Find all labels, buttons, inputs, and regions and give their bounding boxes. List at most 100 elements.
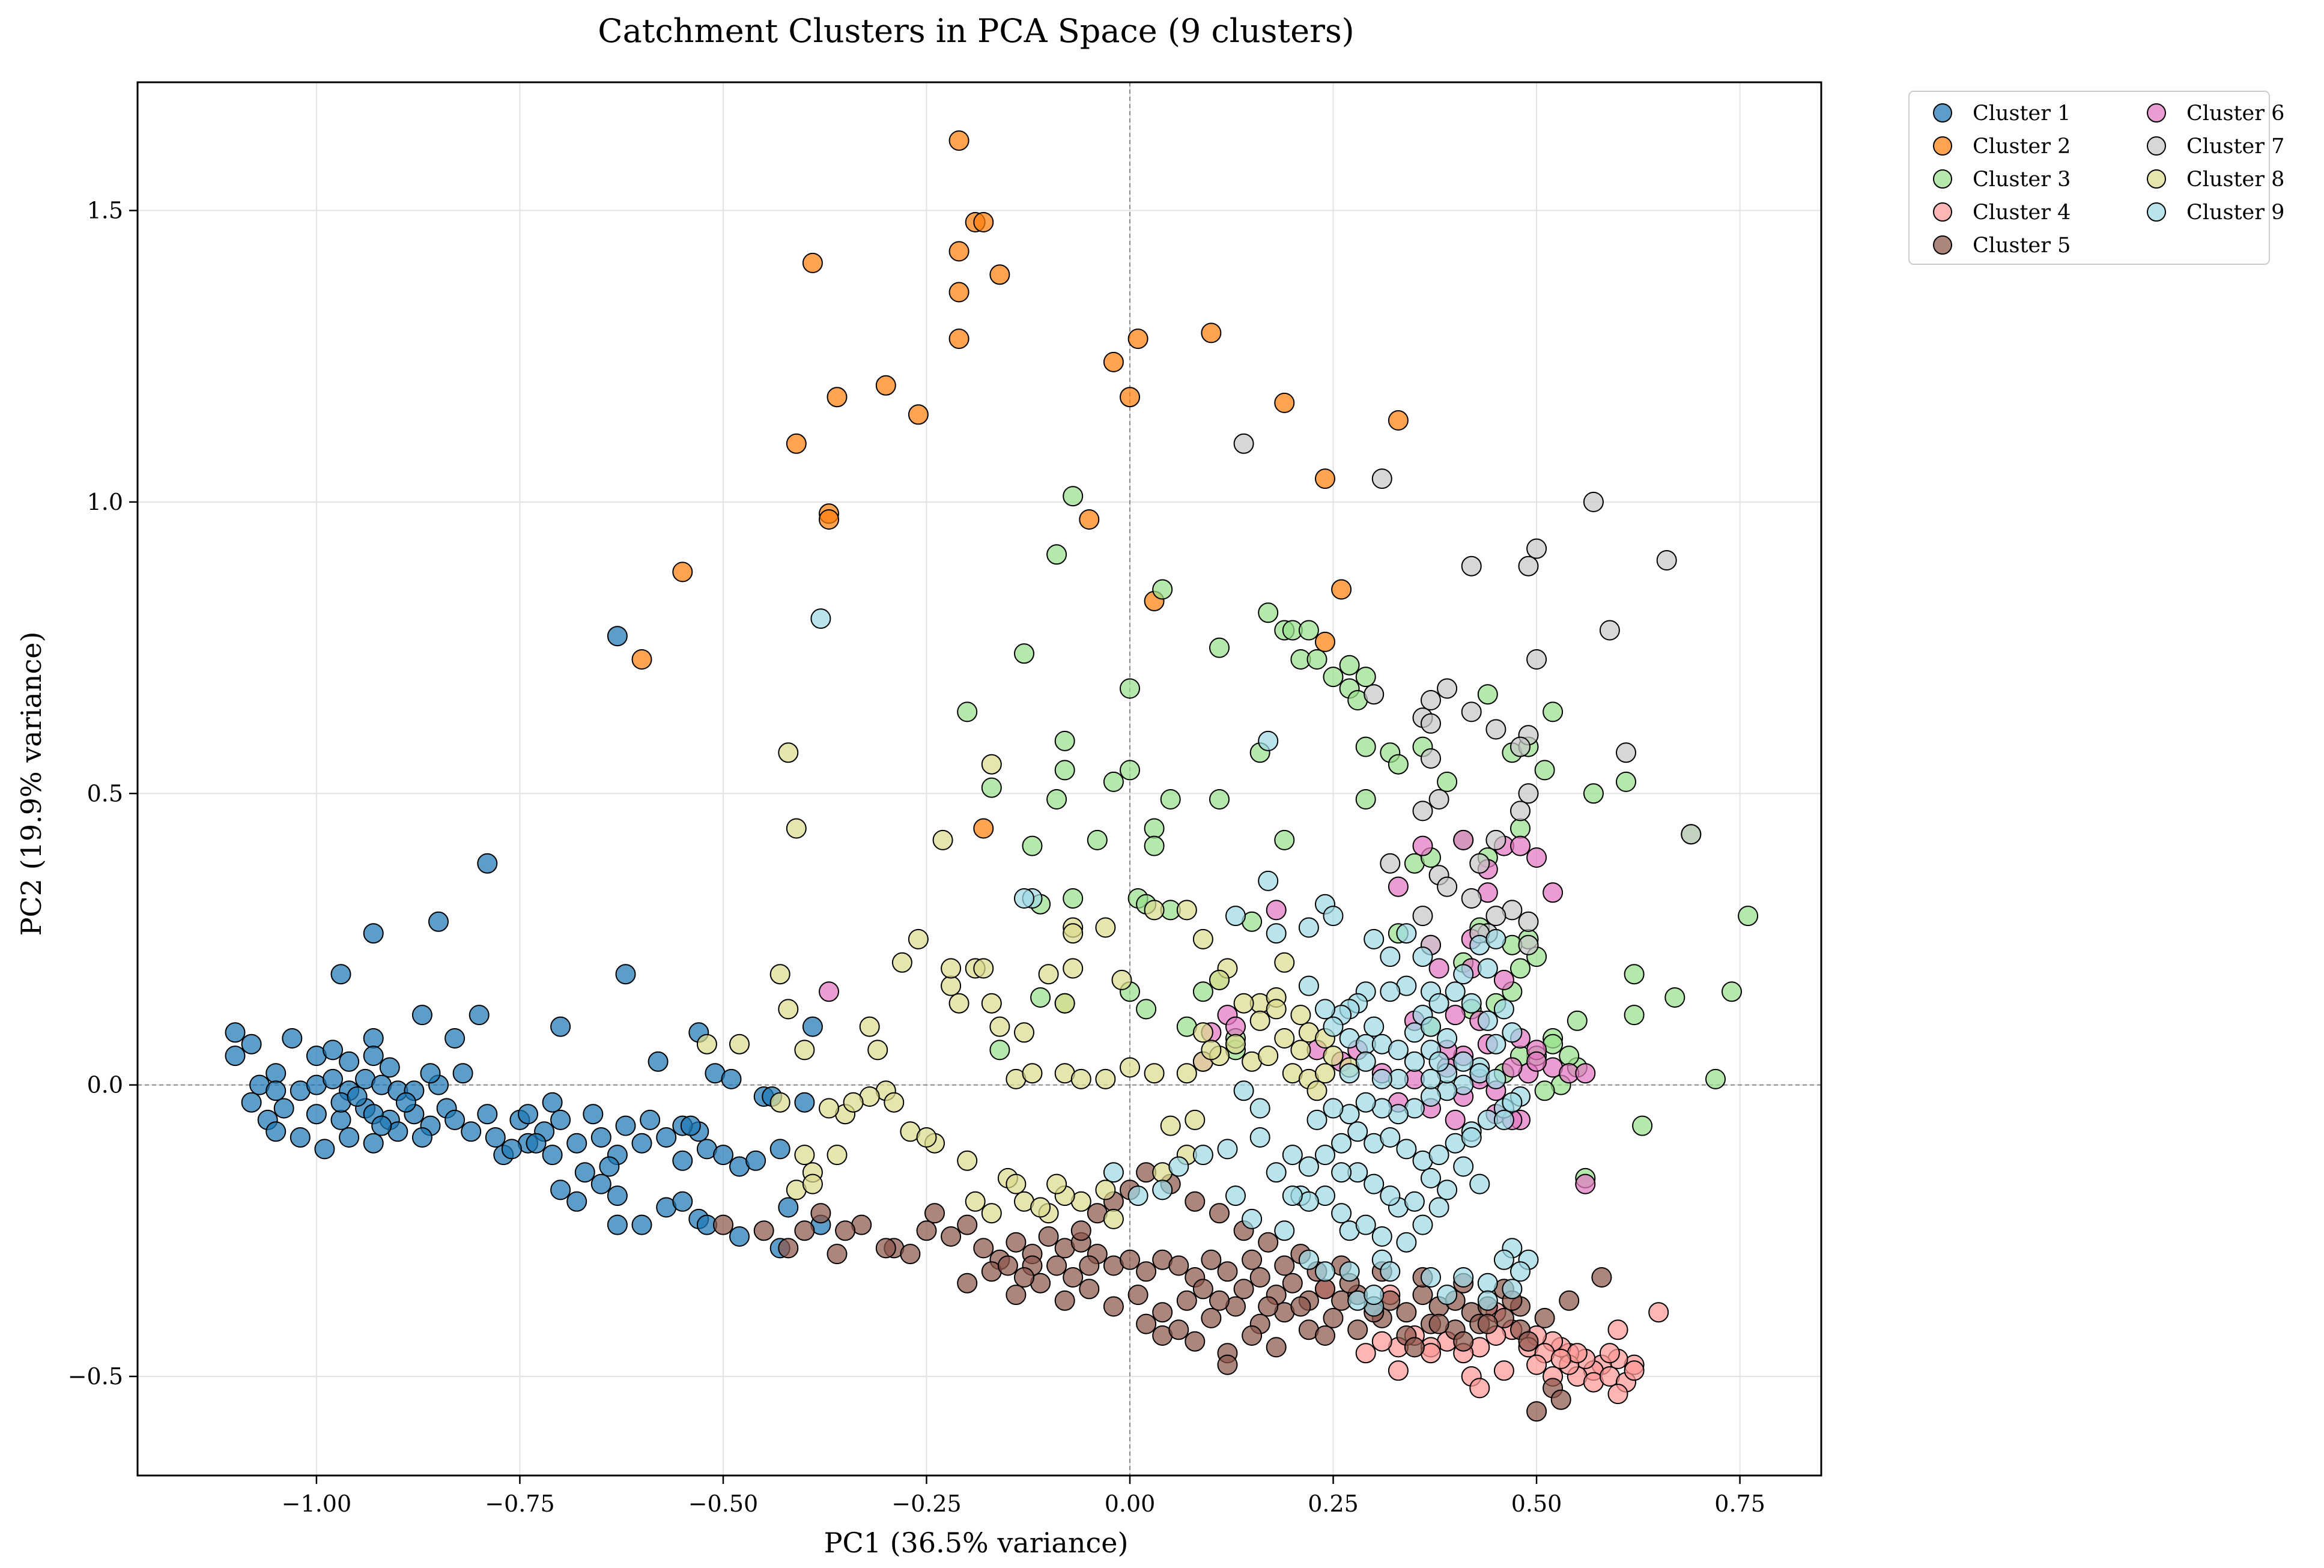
data-point xyxy=(347,1086,368,1107)
data-point xyxy=(948,993,969,1014)
data-point xyxy=(1217,1261,1238,1282)
data-point xyxy=(1437,1179,1458,1200)
data-point xyxy=(1380,946,1401,967)
data-point xyxy=(428,911,449,932)
data-point xyxy=(819,981,839,1002)
data-point xyxy=(1339,655,1360,676)
data-point xyxy=(1266,923,1287,944)
data-point xyxy=(1461,701,1482,722)
data-point xyxy=(924,1203,945,1224)
data-point xyxy=(1185,1331,1206,1352)
data-point xyxy=(1014,1022,1034,1043)
data-point xyxy=(265,1121,287,1142)
data-point xyxy=(1111,969,1132,990)
data-point xyxy=(1355,789,1376,810)
data-point xyxy=(1550,1348,1571,1369)
data-point xyxy=(1453,964,1474,985)
data-point xyxy=(1485,928,1506,949)
x-axis-ticks: −1.00 −0.75 −0.50 −0.25 0.00 0.25 0.50 0.75 xyxy=(282,1476,1765,1517)
data-point xyxy=(1388,1040,1409,1061)
data-point xyxy=(1258,1232,1279,1253)
data-point xyxy=(501,1139,522,1160)
data-point xyxy=(778,1197,799,1218)
legend-marker xyxy=(1933,136,1952,156)
legend-item: Cluster 7 xyxy=(2147,135,2284,159)
legend-item: Cluster 5 xyxy=(1933,234,2071,258)
series-cluster-9 xyxy=(810,608,1539,1317)
data-point xyxy=(1421,713,1441,734)
data-point xyxy=(485,1127,506,1148)
data-point xyxy=(306,1104,327,1125)
data-point xyxy=(965,1191,986,1212)
data-point xyxy=(1127,1285,1148,1306)
data-point xyxy=(1469,1173,1490,1194)
data-point xyxy=(1120,760,1140,781)
data-point xyxy=(1559,1046,1580,1067)
data-point xyxy=(1371,1226,1392,1247)
data-point xyxy=(1518,1331,1539,1352)
data-point xyxy=(1258,1046,1279,1067)
data-point xyxy=(590,1127,611,1148)
data-point xyxy=(1225,1034,1246,1055)
data-point xyxy=(1428,958,1449,979)
data-point xyxy=(323,1040,343,1061)
data-point xyxy=(1054,1290,1075,1311)
data-point xyxy=(1485,1034,1506,1055)
data-point xyxy=(1510,835,1531,856)
series-cluster-8 xyxy=(696,742,1360,1229)
data-point xyxy=(1225,1016,1246,1037)
data-point xyxy=(1168,1156,1189,1177)
data-point xyxy=(1388,876,1409,897)
data-point xyxy=(769,1092,790,1113)
data-point xyxy=(769,964,790,985)
data-point xyxy=(363,1028,384,1049)
data-point xyxy=(778,999,799,1020)
data-point xyxy=(1144,818,1165,839)
data-point xyxy=(1046,544,1067,565)
data-point xyxy=(1364,1285,1385,1306)
data-point xyxy=(1371,1331,1392,1352)
data-point xyxy=(1526,1354,1547,1375)
data-point xyxy=(550,1179,571,1200)
data-point xyxy=(225,1022,246,1043)
data-point xyxy=(1453,829,1474,850)
data-point xyxy=(1103,1208,1124,1229)
data-point xyxy=(1738,906,1759,927)
data-point xyxy=(875,375,896,396)
data-point xyxy=(1070,1068,1091,1089)
data-point xyxy=(1306,1080,1327,1101)
data-point xyxy=(1282,1273,1303,1294)
data-point xyxy=(973,212,994,232)
data-point xyxy=(461,1121,482,1142)
data-point xyxy=(810,1203,831,1224)
data-point xyxy=(1412,835,1433,856)
data-point xyxy=(1485,829,1506,850)
legend-label: Cluster 5 xyxy=(1973,234,2071,258)
data-point xyxy=(1534,1080,1555,1101)
data-point xyxy=(1355,667,1376,688)
data-point xyxy=(1428,1051,1449,1072)
data-point xyxy=(1461,993,1482,1014)
data-point xyxy=(1274,952,1295,973)
data-point xyxy=(957,1150,978,1171)
data-point xyxy=(1038,1226,1059,1247)
data-point xyxy=(1445,981,1466,1002)
data-point xyxy=(908,928,929,949)
data-point xyxy=(1510,801,1531,822)
y-tick-label: 0.5 xyxy=(87,780,123,807)
data-point xyxy=(1249,1010,1270,1031)
data-point xyxy=(1404,1337,1425,1358)
data-point xyxy=(1428,1197,1449,1218)
data-point xyxy=(1534,760,1555,781)
data-point xyxy=(282,1028,303,1049)
data-point xyxy=(1380,1185,1401,1206)
data-point xyxy=(1136,1313,1157,1334)
data-point xyxy=(1331,1203,1352,1224)
data-point xyxy=(957,1273,978,1294)
data-point xyxy=(1095,1068,1116,1089)
data-point xyxy=(1371,468,1392,489)
data-point xyxy=(1428,1313,1449,1334)
data-point xyxy=(1233,1080,1254,1101)
data-point xyxy=(631,649,652,670)
data-point xyxy=(1371,1068,1392,1089)
